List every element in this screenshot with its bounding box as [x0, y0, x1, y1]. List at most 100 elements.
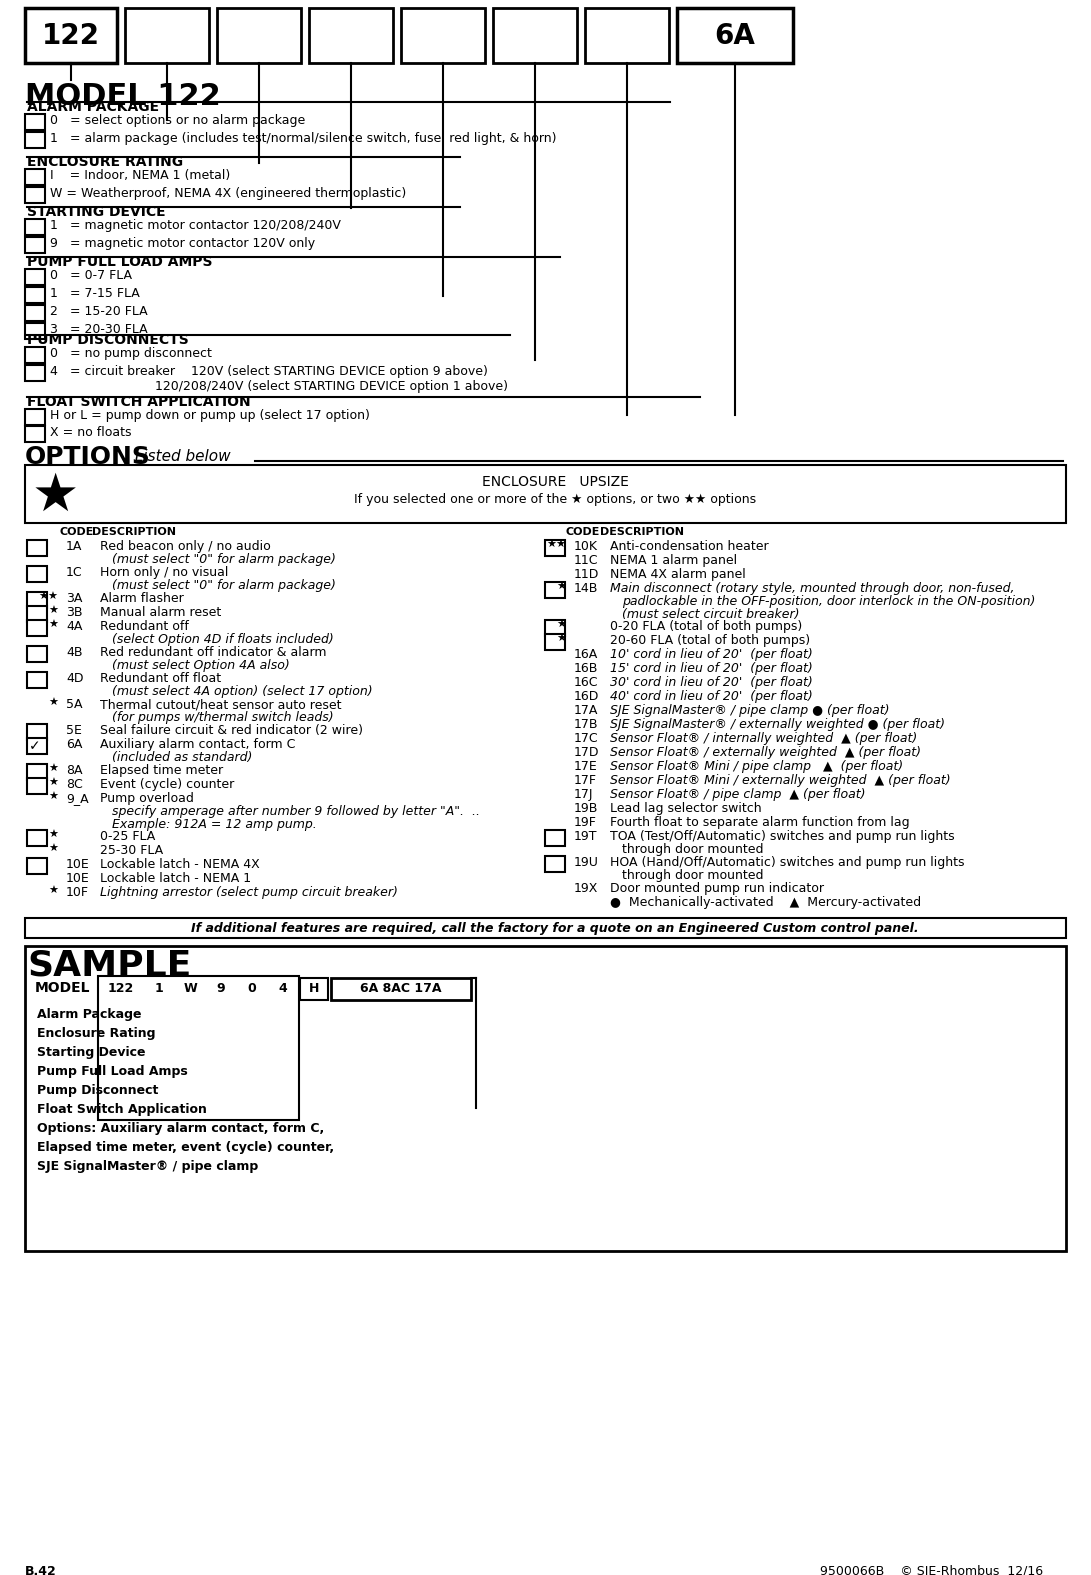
Text: (must select "0" for alarm package): (must select "0" for alarm package) [112, 553, 336, 565]
Text: Pump Disconnect: Pump Disconnect [37, 1084, 158, 1098]
Text: 10E: 10E [65, 873, 89, 885]
Text: FLOAT SWITCH APPLICATION: FLOAT SWITCH APPLICATION [27, 395, 251, 410]
Text: HOA (Hand/Off/Automatic) switches and pump run lights: HOA (Hand/Off/Automatic) switches and pu… [610, 855, 964, 869]
Text: X = no floats: X = no floats [50, 425, 132, 439]
Bar [27, 673, 47, 688]
Text: (select Option 4D if floats included): (select Option 4D if floats included) [112, 633, 334, 646]
Text: 1   = alarm package (includes test/normal/silence switch, fuse, red light, & hor: 1 = alarm package (includes test/normal/… [50, 132, 556, 145]
Bar [27, 764, 47, 780]
Text: Sensor Float® Mini / pipe clamp   ▲  (per float): Sensor Float® Mini / pipe clamp ▲ (per f… [610, 761, 903, 773]
Text: ★★: ★★ [38, 592, 58, 602]
Text: 122: 122 [108, 983, 134, 995]
Bar [238, 978, 266, 1000]
Text: 8C: 8C [65, 778, 83, 791]
Text: ★: ★ [556, 635, 566, 644]
Text: 6A: 6A [715, 22, 755, 49]
Text: PUMP FULL LOAD AMPS: PUMP FULL LOAD AMPS [27, 255, 213, 269]
Text: (must select Option 4A also): (must select Option 4A also) [112, 658, 290, 673]
Text: 14B: 14B [574, 583, 598, 595]
Text: 0-25 FLA: 0-25 FLA [100, 830, 155, 843]
Text: (must select "0" for alarm package): (must select "0" for alarm package) [112, 580, 336, 592]
Bar [27, 646, 47, 662]
Text: 25-30 FLA: 25-30 FLA [100, 844, 164, 857]
Text: (must select circuit breaker): (must select circuit breaker) [622, 608, 800, 621]
Text: H or L = pump down or pump up (select 17 option): H or L = pump down or pump up (select 17… [50, 410, 370, 422]
Text: Seal failure circuit & red indicator (2 wire): Seal failure circuit & red indicator (2 … [100, 724, 363, 737]
Text: 19U: 19U [574, 855, 599, 869]
Bar [27, 830, 47, 846]
Text: ★: ★ [48, 830, 58, 839]
Text: ★: ★ [48, 844, 58, 854]
Bar [98, 976, 299, 1120]
Text: 1: 1 [155, 983, 164, 995]
Bar [25, 287, 45, 302]
Bar [25, 113, 45, 131]
Text: 0   = 0-7 FLA: 0 = 0-7 FLA [50, 269, 132, 282]
Text: ENCLOSURE   UPSIZE: ENCLOSURE UPSIZE [481, 476, 628, 488]
Bar [546, 583, 565, 598]
Bar [546, 621, 565, 636]
Text: 17J: 17J [574, 788, 594, 802]
Text: 17C: 17C [574, 732, 599, 745]
Text: Example: 912A = 12 amp pump.: Example: 912A = 12 amp pump. [112, 817, 316, 832]
Text: ★: ★ [556, 621, 566, 630]
Text: 17E: 17E [574, 761, 598, 773]
Text: 6A: 6A [65, 739, 83, 751]
Bar [300, 978, 328, 1000]
Text: 40' cord in lieu of 20'  (per float): 40' cord in lieu of 20' (per float) [610, 690, 813, 702]
Text: 16A: 16A [574, 647, 598, 662]
Bar [176, 978, 204, 1000]
Text: Sensor Float® Mini / externally weighted  ▲ (per float): Sensor Float® Mini / externally weighted… [610, 773, 950, 788]
Text: ★: ★ [48, 621, 58, 630]
Text: 16D: 16D [574, 690, 599, 702]
Text: 17F: 17F [574, 773, 597, 788]
Bar [25, 8, 117, 63]
Bar [269, 978, 297, 1000]
Text: 4: 4 [278, 983, 287, 995]
Text: Pump overload: Pump overload [100, 792, 194, 805]
Bar [100, 978, 142, 1000]
Text: 4B: 4B [65, 646, 83, 658]
Bar [27, 858, 47, 874]
Bar [25, 323, 45, 339]
Bar [25, 465, 1066, 523]
Text: Auxiliary alarm contact, form C: Auxiliary alarm contact, form C [100, 739, 296, 751]
Bar [401, 8, 485, 63]
Text: OPTIONS: OPTIONS [25, 446, 151, 469]
Text: Lightning arrestor (select pump circuit breaker): Lightning arrestor (select pump circuit … [100, 887, 398, 899]
Text: ●  Mechanically-activated    ▲  Mercury-activated: ● Mechanically-activated ▲ Mercury-activ… [610, 896, 921, 909]
Text: H: H [309, 983, 320, 995]
Text: Red redundant off indicator & alarm: Red redundant off indicator & alarm [100, 646, 326, 658]
Text: ★: ★ [48, 764, 58, 773]
Text: 9500066B    © SJE-Rhombus  12/16: 9500066B © SJE-Rhombus 12/16 [820, 1566, 1043, 1575]
Bar [207, 978, 235, 1000]
Text: Sensor Float® / pipe clamp  ▲ (per float): Sensor Float® / pipe clamp ▲ (per float) [610, 788, 865, 802]
Text: 4D: 4D [65, 673, 84, 685]
Text: ★: ★ [48, 698, 58, 709]
Bar [309, 8, 393, 63]
Bar [25, 918, 1066, 939]
Text: ★: ★ [556, 583, 566, 592]
Text: 0-20 FLA (total of both pumps): 0-20 FLA (total of both pumps) [610, 621, 802, 633]
Text: Sensor Float® / internally weighted  ▲ (per float): Sensor Float® / internally weighted ▲ (p… [610, 732, 918, 745]
Text: DESCRIPTION: DESCRIPTION [92, 528, 176, 537]
Text: W = Weatherproof, NEMA 4X (engineered thermoplastic): W = Weatherproof, NEMA 4X (engineered th… [50, 187, 406, 200]
Bar [25, 236, 45, 254]
Text: 19B: 19B [574, 802, 598, 814]
Text: 10' cord in lieu of 20'  (per float): 10' cord in lieu of 20' (per float) [610, 647, 813, 662]
Text: 19T: 19T [574, 830, 598, 843]
Text: Lockable latch - NEMA 1: Lockable latch - NEMA 1 [100, 873, 251, 885]
Bar [25, 169, 45, 184]
Text: 19F: 19F [574, 816, 597, 828]
Text: If additional features are required, call the factory for a quote on an Engineer: If additional features are required, cal… [191, 921, 919, 936]
Text: 15' cord in lieu of 20'  (per float): 15' cord in lieu of 20' (per float) [610, 662, 813, 676]
Text: NEMA 1 alarm panel: NEMA 1 alarm panel [610, 554, 738, 567]
Text: MODEL 122: MODEL 122 [25, 82, 220, 110]
Text: I    = Indoor, NEMA 1 (metal): I = Indoor, NEMA 1 (metal) [50, 169, 230, 183]
Text: Alarm Package: Alarm Package [37, 1008, 142, 1021]
Text: 10F: 10F [65, 887, 89, 899]
Bar [25, 306, 45, 321]
Text: SAMPLE: SAMPLE [27, 948, 191, 981]
Bar [27, 724, 47, 740]
Text: 30' cord in lieu of 20'  (per float): 30' cord in lieu of 20' (per float) [610, 676, 813, 688]
